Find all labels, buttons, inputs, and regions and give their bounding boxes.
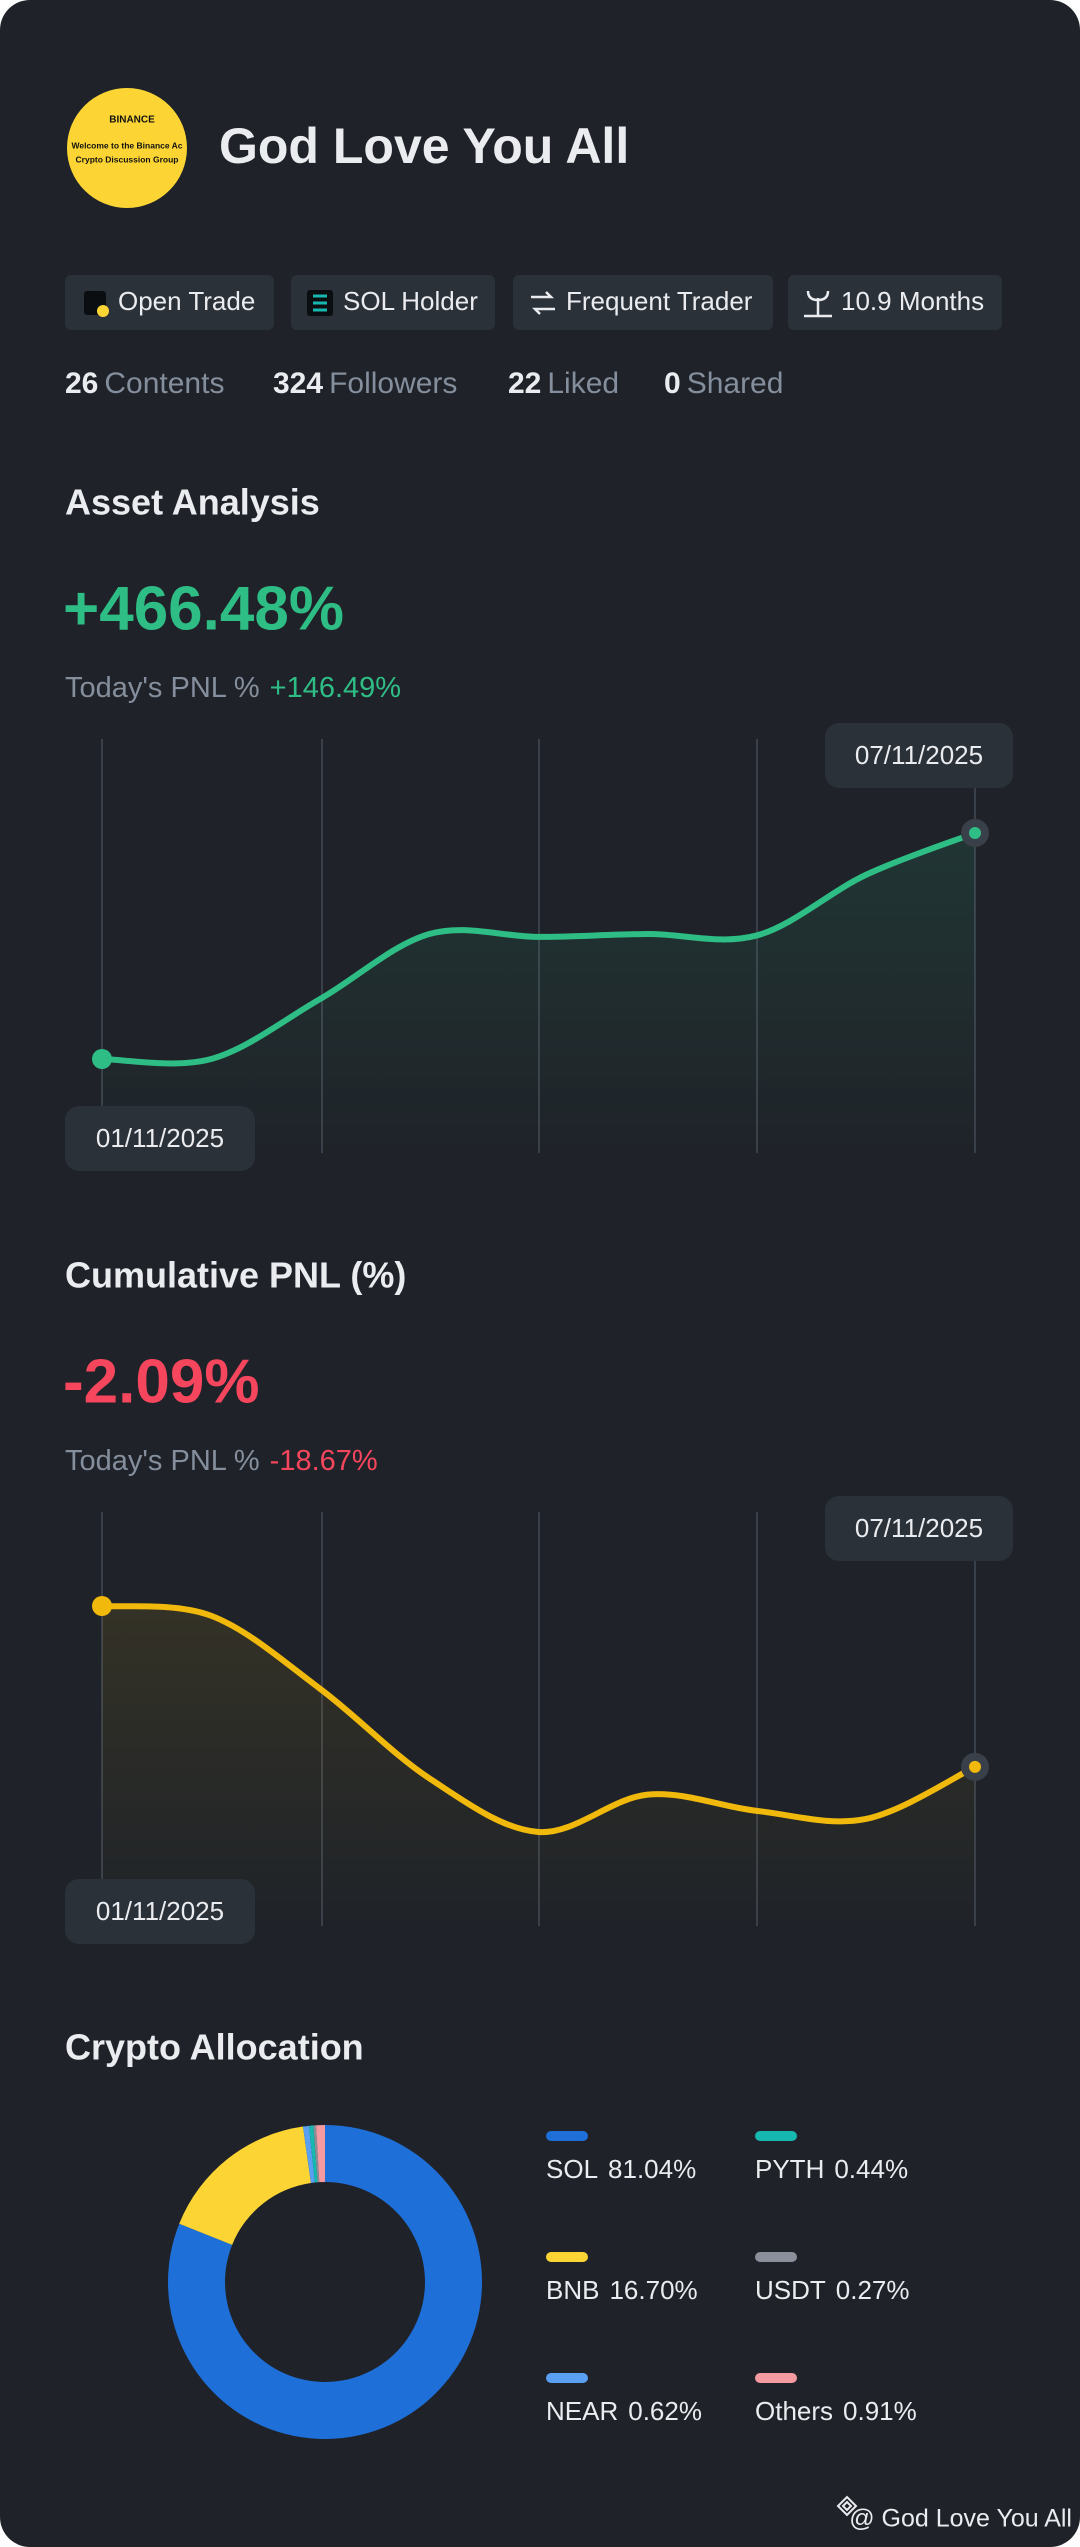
- legend-swatch: [546, 2131, 588, 2141]
- area: [102, 833, 975, 1153]
- today-label: Today's PNL % +146.49%: [65, 672, 401, 704]
- headline-value: +466.48%: [63, 574, 344, 643]
- stat-value: 26: [65, 367, 98, 400]
- legend-name: PYTH: [755, 2154, 824, 2184]
- legend-value: 16.70%: [609, 2275, 697, 2305]
- legend-value: 81.04%: [608, 2154, 696, 2184]
- legend-swatch: [546, 2373, 588, 2383]
- legend-value: 0.44%: [834, 2154, 908, 2184]
- footer: @ God Love You All: [849, 2505, 1072, 2533]
- legend-name: SOL: [546, 2154, 598, 2184]
- legend-name: Others: [755, 2396, 833, 2426]
- legend-entry: BNB 16.70%: [546, 2275, 698, 2305]
- legend-swatch: [755, 2373, 797, 2383]
- today-label-text: Today's PNL %: [65, 672, 260, 704]
- end-point: [961, 819, 989, 847]
- line: [101, 830, 977, 1067]
- stat-value: 22: [508, 367, 541, 400]
- today-label: Today's PNL % -18.67%: [65, 1445, 378, 1477]
- legend-swatch: [546, 2252, 588, 2262]
- end-point: [961, 1752, 989, 1781]
- legend-name: NEAR: [546, 2396, 618, 2426]
- start-point: [92, 1596, 112, 1616]
- legend-entry: PYTH 0.44%: [755, 2154, 908, 2184]
- date-pill: [825, 723, 1013, 788]
- stat: 26 Contents: [65, 367, 224, 400]
- badge-label: Frequent Trader: [566, 286, 753, 316]
- badge-icon: [804, 290, 832, 318]
- legend-value: 0.62%: [628, 2396, 702, 2426]
- legend-value: 0.91%: [843, 2396, 917, 2426]
- area: [102, 1606, 975, 1926]
- legend-swatch: [755, 2131, 797, 2141]
- stat: 324 Followers: [273, 367, 457, 400]
- legend-name: USDT: [755, 2275, 826, 2305]
- legend-entry: SOL 81.04%: [546, 2154, 696, 2184]
- legend-name: BNB: [546, 2275, 599, 2305]
- legend-swatch: [755, 2252, 797, 2262]
- date-label: 07/11/2025: [855, 740, 983, 770]
- date-label: 01/11/2025: [96, 1896, 224, 1926]
- badge-label: SOL Holder: [343, 286, 478, 316]
- stat: 22 Liked: [508, 367, 619, 400]
- legend-value: 0.27%: [836, 2275, 910, 2305]
- today-value: -18.67%: [270, 1445, 378, 1477]
- date-label: 07/11/2025: [855, 1513, 983, 1543]
- stat-label: Contents: [104, 367, 224, 400]
- badge[interactable]: [65, 275, 274, 330]
- stat: 0 Shared: [664, 367, 783, 400]
- stat-label: Followers: [329, 367, 457, 400]
- donut-slice: [309, 2125, 318, 2183]
- today-label-text: Today's PNL %: [65, 1445, 260, 1477]
- badge-icon: [313, 294, 327, 312]
- stat-label: Liked: [547, 367, 619, 400]
- badge-label: Open Trade: [118, 286, 255, 316]
- legend-entry: USDT 0.27%: [755, 2275, 910, 2305]
- legend-entry: Others 0.91%: [755, 2396, 917, 2426]
- badge[interactable]: [513, 275, 773, 330]
- donut-slice: [168, 2125, 482, 2439]
- start-point: [92, 1049, 112, 1069]
- donut-slice: [316, 2125, 325, 2183]
- stat-value: 0: [664, 367, 681, 400]
- donut-slice: [302, 2125, 315, 2183]
- section-title: Cumulative PNL (%): [65, 1255, 406, 1296]
- avatar-text: Crypto Discussion Group: [76, 154, 179, 164]
- section-title: Asset Analysis: [65, 482, 320, 523]
- date-label: 01/11/2025: [96, 1123, 224, 1153]
- today-value: +146.49%: [270, 672, 401, 704]
- badge-label: 10.9 Months: [841, 286, 984, 316]
- section-title: Crypto Allocation: [65, 2027, 364, 2068]
- stat-label: Shared: [687, 367, 784, 400]
- badge[interactable]: [788, 275, 1002, 330]
- badge-icon: [97, 305, 109, 317]
- badge[interactable]: [291, 275, 495, 330]
- avatar: [67, 88, 187, 208]
- headline-value: -2.09%: [63, 1347, 259, 1416]
- badges: Open Trade SOL Holder Frequent Trader 10…: [65, 275, 1002, 330]
- date-pill: [65, 1106, 255, 1171]
- avatar-text: Welcome to the Binance Ac: [72, 140, 183, 150]
- badge-icon: [531, 291, 555, 315]
- donut-slice: [179, 2126, 311, 2245]
- date-pill: [825, 1496, 1013, 1561]
- stats: 26 Contents 324 Followers 22 Liked 0 Shared: [65, 367, 783, 400]
- legend-entry: NEAR 0.62%: [546, 2396, 702, 2426]
- stat-value: 324: [273, 367, 323, 400]
- donut-slice: [313, 2125, 320, 2183]
- line: [101, 1603, 977, 1836]
- footer-logo: [836, 2495, 858, 2517]
- date-pill: [65, 1879, 255, 1944]
- profile-name: God Love You All: [219, 118, 629, 174]
- avatar-text: BINANCE: [109, 115, 155, 126]
